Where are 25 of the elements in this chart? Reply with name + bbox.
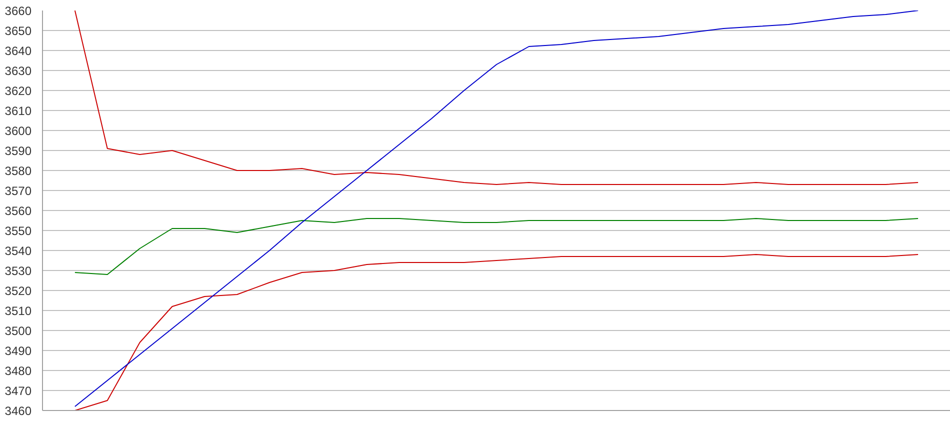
y-tick-label: 3550 bbox=[4, 224, 32, 238]
y-tick-label: 3500 bbox=[4, 324, 32, 338]
y-tick-label: 3650 bbox=[4, 24, 32, 38]
y-tick-label: 3530 bbox=[4, 264, 32, 278]
y-tick-label: 3540 bbox=[4, 244, 32, 258]
y-tick-label: 3570 bbox=[4, 184, 32, 198]
y-tick-label: 3580 bbox=[4, 164, 32, 178]
y-tick-label: 3560 bbox=[4, 204, 32, 218]
y-tick-label: 3620 bbox=[4, 84, 32, 98]
y-tick-label: 3470 bbox=[4, 384, 32, 398]
y-tick-label: 3490 bbox=[4, 344, 32, 358]
line-series bbox=[74, 218, 919, 275]
y-tick-label: 3640 bbox=[4, 44, 32, 58]
y-tick-label: 3480 bbox=[4, 364, 32, 378]
y-tick-label: 3510 bbox=[4, 304, 32, 318]
y-tick-label: 3630 bbox=[4, 64, 32, 78]
line-series bbox=[74, 10, 919, 407]
line-series bbox=[74, 10, 919, 185]
y-tick-label: 3520 bbox=[4, 284, 32, 298]
y-tick-label: 3660 bbox=[4, 4, 32, 18]
line-series bbox=[74, 254, 919, 410]
y-tick-label: 3590 bbox=[4, 144, 32, 158]
y-tick-label: 3600 bbox=[4, 124, 32, 138]
y-tick-label: 3610 bbox=[4, 104, 32, 118]
y-tick-label: 3460 bbox=[4, 404, 32, 418]
